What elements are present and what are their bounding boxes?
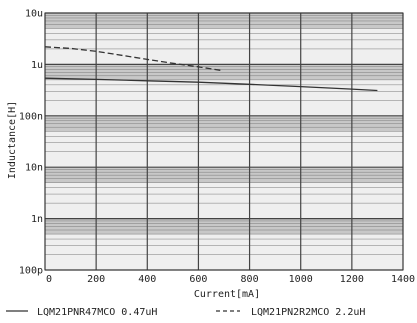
y-tick-label: 100p: [19, 266, 43, 277]
x-tick-label: 1200: [340, 274, 364, 285]
y-tick-label: 100n: [19, 111, 43, 122]
y-axis-label: Inductance[H]: [7, 101, 18, 179]
x-tick-label: 400: [138, 274, 156, 285]
decade-band-light: [45, 234, 403, 270]
decade-band-light: [45, 28, 403, 65]
y-tick-label: 1u: [31, 60, 43, 71]
legend-label-series-1: LQM21PNR47MCO 0.47uH: [37, 307, 157, 318]
series-line-2: [44, 46, 222, 72]
decade-band-light: [45, 131, 403, 168]
legend: LQM21PNR47MCO 0.47uH LQM21PN2R2MCO 2.2uH: [6, 307, 365, 318]
x-tick-label: 1000: [289, 274, 313, 285]
plot-frame: [44, 12, 404, 271]
x-tick-label: 800: [241, 274, 259, 285]
decade-band-light: [45, 79, 403, 116]
x-axis-label: Current[mA]: [194, 289, 260, 300]
y-tick-label: 1n: [31, 214, 43, 225]
y-tick-labels: 100p 1n 10n 100n 1u 10u: [19, 9, 43, 277]
y-tick-label: 10u: [25, 9, 43, 20]
y-tick-label: 10n: [25, 163, 43, 174]
series-line-1: [44, 77, 378, 92]
plot-grid: [44, 12, 404, 271]
legend-label-series-2: LQM21PN2R2MCO 2.2uH: [251, 307, 365, 318]
plot-background: [45, 13, 403, 270]
x-tick-label: 1400: [391, 274, 415, 285]
series-layer: [44, 46, 378, 92]
x-tick-label: 200: [87, 274, 105, 285]
x-tick-label: 0: [46, 274, 52, 285]
x-tick-labels: 0 200 400 600 800 1000 1200 1400: [46, 274, 415, 285]
x-tick-label: 600: [189, 274, 207, 285]
decade-band-light: [45, 182, 403, 219]
